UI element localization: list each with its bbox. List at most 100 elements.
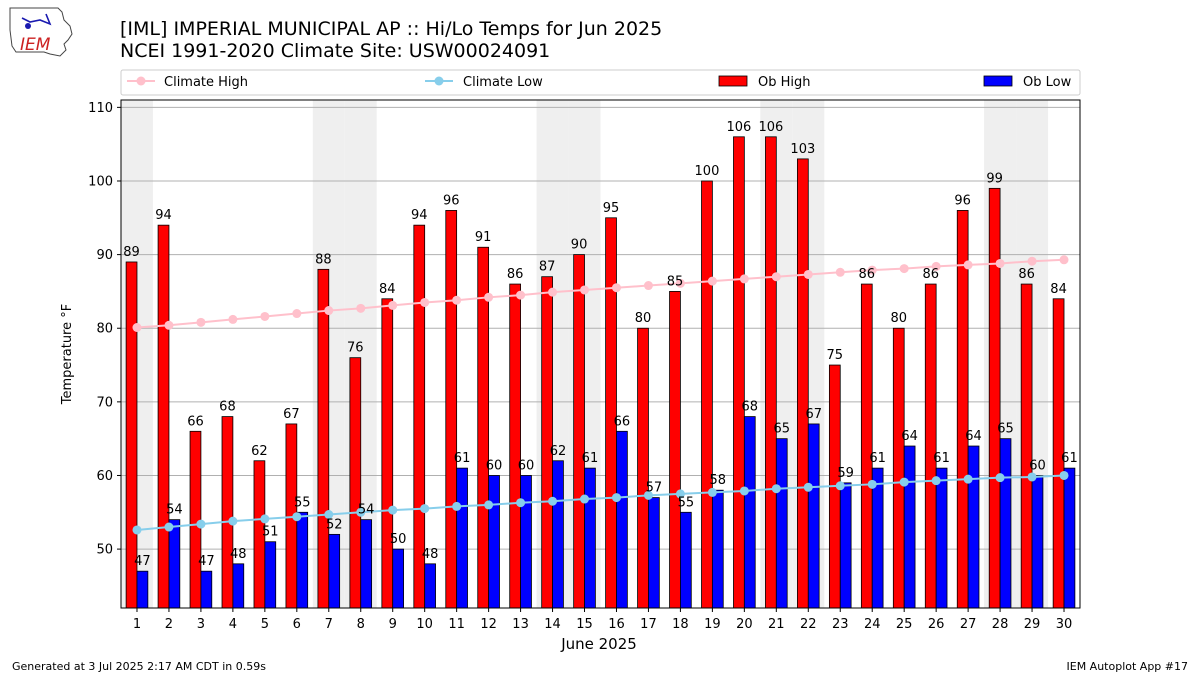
climate-low-point-28 <box>995 473 1005 483</box>
climate-high-point-4 <box>228 314 238 324</box>
climate-low-point-3 <box>196 519 206 529</box>
ob-low-label-30: 61 <box>1061 451 1078 466</box>
ob-low-label-8: 54 <box>358 503 375 518</box>
climate-low-point-13 <box>516 498 526 508</box>
ob-high-bar-29 <box>1020 283 1033 609</box>
ob-low-bar-21 <box>775 438 788 609</box>
climate-high-point-13 <box>516 290 526 300</box>
climate-high-point-16 <box>611 283 621 293</box>
ob-high-bar-19 <box>701 180 713 609</box>
climate-high-point-26 <box>931 261 941 271</box>
climate-high-point-3 <box>196 317 206 327</box>
x-tick-label-23: 23 <box>832 617 849 632</box>
ob-low-bar-7 <box>328 533 341 609</box>
legend-ob-low: Ob Low <box>983 75 1072 90</box>
climate-high-point-10 <box>420 297 430 307</box>
ob-high-bar-24 <box>860 283 873 609</box>
climate-high-point-23 <box>835 267 845 277</box>
climate-high-point-30 <box>1059 255 1069 265</box>
climate-low-point-1 <box>132 525 142 535</box>
legend-climate-high-label: Climate High <box>164 75 248 90</box>
ob-low-label-7: 52 <box>326 517 343 532</box>
climate-high-point-29 <box>1027 256 1037 266</box>
legend-box <box>120 69 1081 96</box>
climate-low-point-12 <box>484 500 494 510</box>
ob-low-bar-2 <box>168 519 181 609</box>
climate-low-point-19 <box>707 487 717 497</box>
ob-high-label-9: 84 <box>379 282 396 297</box>
ob-low-bar-18 <box>680 511 692 609</box>
climate-low-point-6 <box>292 512 302 522</box>
climate-low-point-18 <box>675 489 685 499</box>
ob-high-label-22: 103 <box>790 142 815 157</box>
x-tick-label-5: 5 <box>261 617 269 632</box>
y-tick-label-90: 90 <box>96 248 113 263</box>
climate-high-point-8 <box>356 303 366 313</box>
climate-low-point-29 <box>1027 472 1037 482</box>
ob-low-label-1: 47 <box>134 554 151 569</box>
plot-frame <box>120 99 1081 609</box>
x-tick-label-10: 10 <box>416 617 433 632</box>
ob-high-bar-20 <box>733 136 745 609</box>
climate-high-point-20 <box>739 274 749 284</box>
ob-high-label-30: 84 <box>1050 282 1067 297</box>
ob-low-label-23: 59 <box>837 466 854 481</box>
ob-low-bar-20 <box>743 416 756 609</box>
x-tick-label-12: 12 <box>480 617 497 632</box>
ob-high-label-27: 96 <box>954 193 971 208</box>
ob-low-bar-9 <box>392 548 404 609</box>
ob-low-label-3: 47 <box>198 554 215 569</box>
ob-high-bar-14 <box>541 276 553 609</box>
climate-high-point-25 <box>899 264 909 274</box>
ob-high-bar-8 <box>349 357 362 609</box>
ob-high-bar-17 <box>637 327 649 609</box>
x-tick-label-27: 27 <box>960 617 977 632</box>
ob-low-bar-5 <box>264 541 277 609</box>
ob-high-label-11: 96 <box>443 193 460 208</box>
ob-low-bar-4 <box>232 563 245 609</box>
ob-high-label-18: 85 <box>667 274 684 289</box>
climate-low-point-7 <box>324 509 334 519</box>
ob-high-bar-4 <box>221 416 234 609</box>
ob-low-label-12: 60 <box>486 458 503 473</box>
y-axis-label: Temperature °F <box>60 304 75 405</box>
x-tick-label-25: 25 <box>896 617 913 632</box>
y-tick-label-100: 100 <box>88 174 113 189</box>
ob-low-label-29: 60 <box>1029 458 1046 473</box>
ob-high-label-8: 76 <box>347 341 364 356</box>
ob-low-bar-26 <box>935 467 948 609</box>
ob-high-label-13: 86 <box>507 267 524 282</box>
y-tick-label-110: 110 <box>88 101 113 116</box>
climate-high-point-19 <box>707 276 717 286</box>
climate-low-point-10 <box>420 504 430 514</box>
ob-low-label-26: 61 <box>933 451 950 466</box>
x-tick-label-29: 29 <box>1024 617 1041 632</box>
legend-climate-high: Climate High <box>127 75 248 90</box>
x-tick-label-24: 24 <box>864 617 881 632</box>
climate-high-point-6 <box>292 309 302 319</box>
ob-low-bar-22 <box>807 423 820 609</box>
ob-low-bar-3 <box>200 570 213 609</box>
x-tick-label-2: 2 <box>165 617 173 632</box>
ob-high-label-6: 67 <box>283 407 300 422</box>
legend-ob-high: Ob High <box>718 75 811 90</box>
gridlines <box>121 106 1080 550</box>
climate-low-point-23 <box>835 481 845 491</box>
ob-low-label-28: 65 <box>997 422 1014 437</box>
ob-high-bars <box>125 136 1065 609</box>
ob-low-bar-19 <box>711 489 724 609</box>
ob-low-label-27: 64 <box>965 429 982 444</box>
x-tick-label-30: 30 <box>1056 617 1073 632</box>
legend-ob-high-label: Ob High <box>758 75 811 90</box>
ob-high-label-4: 68 <box>219 400 236 415</box>
ob-low-bar-23 <box>839 482 852 609</box>
ob-low-label-17: 57 <box>646 481 663 496</box>
x-tick-label-8: 8 <box>357 617 365 632</box>
ob-low-bar-15 <box>584 467 596 609</box>
x-tick-label-11: 11 <box>448 617 465 632</box>
ob-high-bar-15 <box>573 254 585 609</box>
ob-high-bar-22 <box>797 158 809 609</box>
x-tick-label-3: 3 <box>197 617 205 632</box>
ob-low-bar-11 <box>456 467 468 609</box>
